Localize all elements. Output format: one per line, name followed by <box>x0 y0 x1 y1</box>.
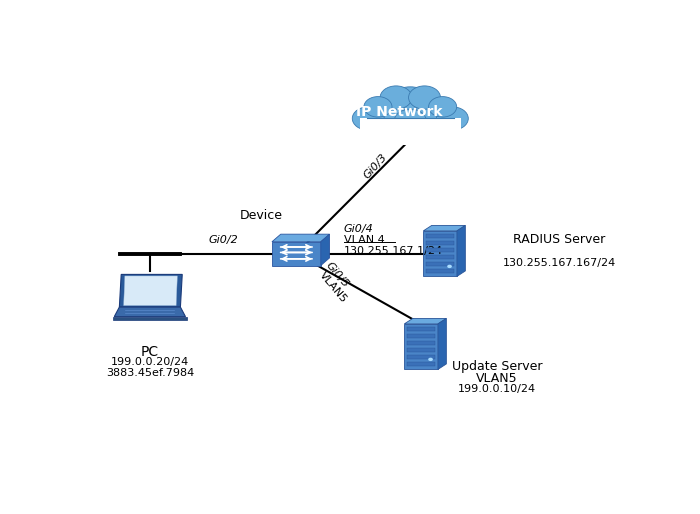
Polygon shape <box>426 241 454 245</box>
Text: Gi0/5: Gi0/5 <box>323 260 350 289</box>
Polygon shape <box>405 324 438 370</box>
Text: 130.255.167.1/24: 130.255.167.1/24 <box>344 246 442 255</box>
Text: RADIUS Server: RADIUS Server <box>513 233 606 246</box>
Polygon shape <box>407 341 435 345</box>
Polygon shape <box>407 327 435 332</box>
Circle shape <box>409 86 440 109</box>
Polygon shape <box>426 262 454 266</box>
Polygon shape <box>426 248 454 252</box>
Text: Gi0/2: Gi0/2 <box>209 234 238 245</box>
Circle shape <box>380 86 412 109</box>
Circle shape <box>447 265 452 268</box>
Polygon shape <box>424 226 466 231</box>
Polygon shape <box>124 276 177 305</box>
Circle shape <box>367 98 405 125</box>
Polygon shape <box>272 242 321 266</box>
Polygon shape <box>407 362 435 366</box>
Circle shape <box>428 358 433 361</box>
Polygon shape <box>120 274 182 307</box>
Text: IP Network: IP Network <box>356 105 442 119</box>
Circle shape <box>352 107 384 130</box>
Polygon shape <box>113 317 187 320</box>
Circle shape <box>394 109 426 133</box>
Text: PC: PC <box>141 345 159 359</box>
Text: Update Server: Update Server <box>452 360 542 374</box>
Text: Gi0/3: Gi0/3 <box>361 152 388 180</box>
Circle shape <box>436 107 468 130</box>
Polygon shape <box>438 318 447 370</box>
Polygon shape <box>426 255 454 259</box>
Text: 3883.45ef.7984: 3883.45ef.7984 <box>106 368 194 378</box>
Circle shape <box>364 97 392 117</box>
Text: VLAN5: VLAN5 <box>476 372 518 386</box>
Text: VLAN5: VLAN5 <box>317 270 349 305</box>
Circle shape <box>416 98 454 125</box>
Circle shape <box>428 97 456 117</box>
Polygon shape <box>407 355 435 359</box>
Polygon shape <box>426 234 454 238</box>
Polygon shape <box>405 318 447 324</box>
Polygon shape <box>407 348 435 352</box>
Polygon shape <box>272 234 330 242</box>
Polygon shape <box>321 234 330 266</box>
Polygon shape <box>426 269 454 273</box>
Polygon shape <box>407 334 435 338</box>
Polygon shape <box>364 113 456 133</box>
Circle shape <box>386 87 435 122</box>
Text: 130.255.167.167/24: 130.255.167.167/24 <box>503 258 616 268</box>
Polygon shape <box>457 226 466 277</box>
Text: Device: Device <box>239 209 283 222</box>
Text: VLAN 4: VLAN 4 <box>344 235 384 245</box>
Polygon shape <box>114 307 186 317</box>
Text: 199.0.0.20/24: 199.0.0.20/24 <box>111 357 189 366</box>
Polygon shape <box>424 231 457 277</box>
Text: Gi0/4: Gi0/4 <box>344 224 373 234</box>
Text: 199.0.0.10/24: 199.0.0.10/24 <box>458 384 536 394</box>
Polygon shape <box>360 118 461 145</box>
